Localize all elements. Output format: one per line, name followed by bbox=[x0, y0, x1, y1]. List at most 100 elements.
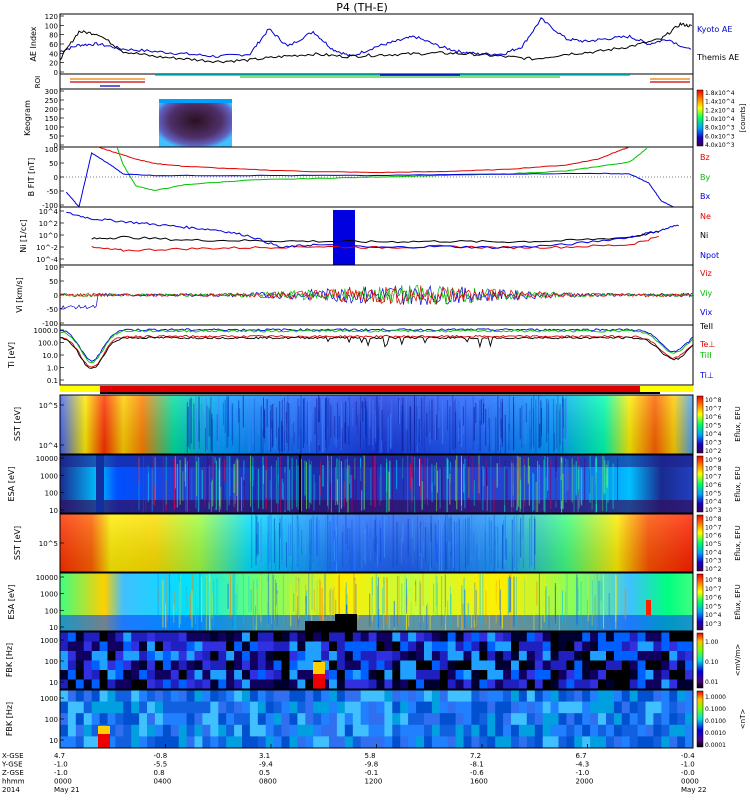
fbk-cell bbox=[621, 641, 631, 652]
fbk-cell bbox=[265, 660, 275, 671]
fbk-cell bbox=[685, 679, 694, 690]
fbk-cell bbox=[131, 713, 140, 725]
fbk-cell bbox=[511, 679, 520, 690]
keogram-ytick-label: 100 bbox=[45, 124, 58, 132]
fbk-cell bbox=[273, 651, 282, 661]
fbk-cell bbox=[542, 679, 552, 690]
temperature-ytick-label: 0.1 bbox=[47, 377, 58, 385]
spectrogram-stripe bbox=[377, 427, 379, 447]
spectrogram-stripe bbox=[366, 410, 368, 450]
legend-vix: Vix bbox=[700, 308, 713, 317]
spectrogram-stripe bbox=[470, 518, 472, 562]
fbk-cell bbox=[273, 670, 282, 680]
spectrogram-stripe bbox=[295, 576, 297, 629]
spectrogram-stripe bbox=[429, 540, 431, 572]
keogram-colorbar-tick: 1.0x10^4 bbox=[705, 116, 735, 123]
fbk-cell bbox=[99, 641, 108, 652]
fbk-cell bbox=[495, 690, 504, 702]
spectrogram-stripe bbox=[242, 395, 244, 428]
spectrogram-stripe bbox=[376, 535, 377, 555]
spectrogram-stripe bbox=[555, 455, 557, 502]
spectrogram-stripe bbox=[298, 581, 300, 620]
fbk-cell bbox=[455, 660, 464, 671]
fbk-cell bbox=[431, 660, 441, 671]
fbk-cell bbox=[526, 670, 536, 680]
fbk-e-ylabel: FBK [Hz] bbox=[5, 643, 14, 677]
fbk-cell bbox=[147, 713, 156, 725]
fbk-cell bbox=[685, 660, 694, 671]
fbk-cell bbox=[400, 670, 409, 680]
spectrogram-stripe bbox=[409, 406, 411, 444]
spectrogram-stripe bbox=[357, 414, 359, 435]
fbk-cell bbox=[621, 690, 631, 702]
spectrogram-stripe bbox=[420, 521, 422, 554]
sst-electron-panel: 10^410^5 SST [eV] 10^810^710^610^510^410… bbox=[13, 394, 742, 455]
spectrogram-stripe bbox=[180, 574, 182, 625]
spectrogram-stripe bbox=[416, 396, 418, 453]
fbk-cell bbox=[685, 670, 694, 680]
spectrogram-stripe bbox=[352, 468, 354, 510]
fbk-cell bbox=[265, 641, 275, 652]
spectrogram-stripe bbox=[495, 591, 497, 623]
fbk-cell bbox=[661, 724, 670, 737]
fbk-cell bbox=[408, 651, 417, 661]
fbk-cell bbox=[75, 670, 85, 680]
fbk-cell bbox=[645, 701, 654, 714]
spectrogram-stripe bbox=[360, 396, 362, 448]
fbk-cell bbox=[115, 660, 124, 671]
fbk-cell bbox=[685, 724, 694, 737]
spectrogram-stripe bbox=[274, 407, 276, 451]
fbk-cell bbox=[305, 660, 314, 671]
spectrogram-stripe bbox=[406, 429, 408, 453]
fbk-cell bbox=[629, 701, 639, 714]
fbk-cell bbox=[526, 632, 536, 642]
spectrogram-stripe bbox=[347, 465, 349, 513]
spectrogram-stripe bbox=[450, 517, 452, 558]
series-bx-line bbox=[65, 151, 674, 208]
spectrogram-stripe bbox=[521, 405, 523, 448]
spectrogram-stripe bbox=[251, 544, 253, 566]
temperature-series-group bbox=[59, 328, 694, 369]
temperature-ytick-label: 100.0 bbox=[38, 340, 58, 348]
fbk-cell bbox=[621, 660, 631, 671]
spectrogram-stripe bbox=[257, 468, 259, 509]
fbk-cell bbox=[60, 736, 69, 749]
spectrogram-stripe bbox=[350, 474, 352, 498]
fbk-cell bbox=[313, 632, 322, 642]
fbk-cell bbox=[210, 641, 219, 652]
fbk-cell bbox=[487, 660, 496, 671]
legend-kyoto-ae: Kyoto AE bbox=[697, 25, 732, 34]
esa-ion-colorbar-label: Eflux, EFU bbox=[734, 584, 742, 619]
spectrogram-stripe bbox=[165, 456, 167, 505]
spectrogram-stripe bbox=[219, 457, 221, 507]
spectrogram-stripe bbox=[338, 575, 340, 624]
fbk-cell bbox=[289, 641, 298, 652]
fbk-cell bbox=[685, 736, 694, 749]
spectrogram-stripe bbox=[279, 518, 281, 538]
spectrogram-stripe bbox=[358, 514, 360, 567]
spectrogram-stripe bbox=[534, 518, 536, 555]
fbk-cell bbox=[178, 701, 188, 714]
fbk-cell bbox=[669, 632, 678, 642]
spectrogram-stripe bbox=[347, 400, 349, 427]
fbk-cell bbox=[329, 660, 338, 671]
spectrogram-stripe bbox=[551, 398, 553, 433]
fbk-cell bbox=[281, 641, 290, 652]
spectrogram-stripe bbox=[577, 466, 579, 513]
spectrogram-stripe bbox=[450, 515, 452, 572]
spectrogram-stripe bbox=[360, 467, 361, 499]
fbk-cell bbox=[574, 660, 583, 671]
spectrogram-stripe bbox=[188, 456, 189, 512]
spectrogram-stripe bbox=[371, 595, 373, 622]
spectrogram-stripe bbox=[513, 515, 515, 568]
spectrogram-stripe bbox=[567, 460, 569, 491]
legend-ti-par: TiII bbox=[699, 351, 712, 360]
fbk-cell bbox=[249, 641, 259, 652]
density-series-group bbox=[66, 211, 679, 252]
spectrogram-stripe bbox=[464, 589, 466, 629]
legend-ni: Ni bbox=[700, 231, 708, 240]
fbk-cell bbox=[582, 690, 591, 702]
fbk-cell bbox=[123, 670, 132, 680]
spectrogram-stripe bbox=[418, 538, 420, 571]
spectrogram-stripe bbox=[354, 457, 356, 480]
